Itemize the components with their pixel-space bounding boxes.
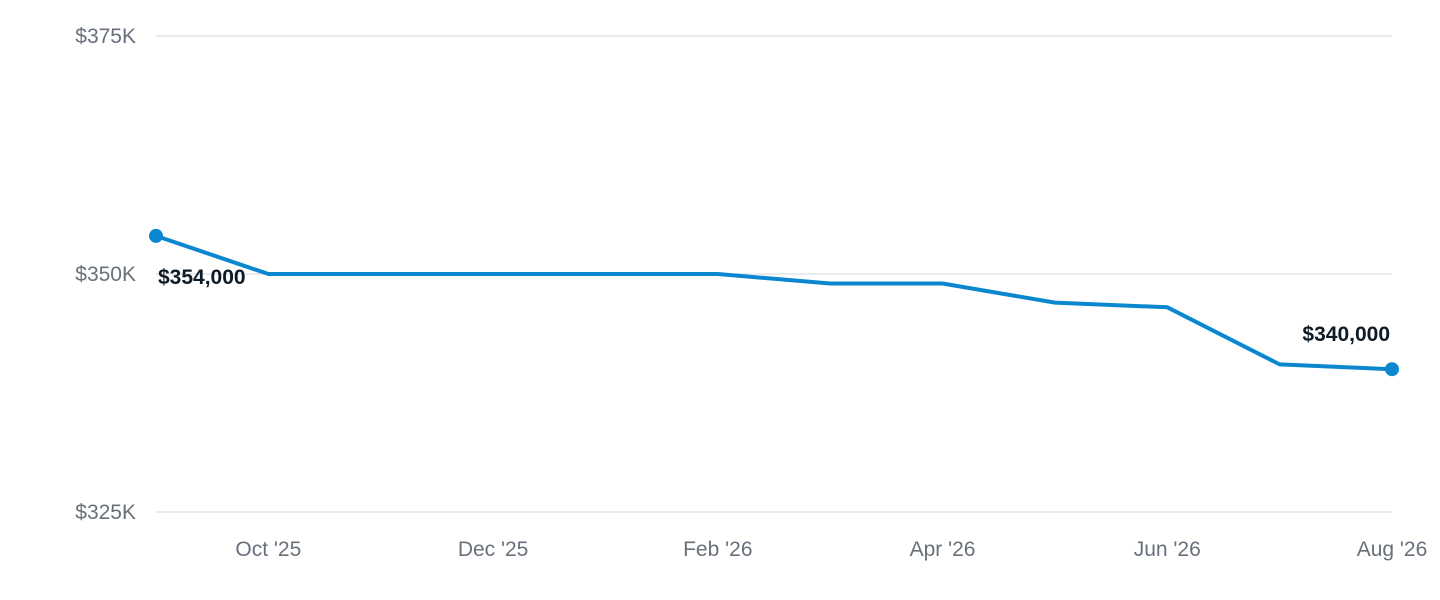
series-line [154, 233, 1394, 372]
x-tick-label: Dec '25 [458, 538, 529, 561]
start-point-marker [149, 228, 163, 243]
x-tick-label: Feb '26 [683, 538, 752, 561]
series-layer [149, 228, 1399, 377]
y-axis-ticks: $375K $350K $325K [75, 25, 136, 524]
y-tick-label: $350K [75, 263, 136, 286]
x-tick-label: Aug '26 [1357, 538, 1428, 561]
x-axis-ticks: Oct '25 Dec '25 Feb '26 Apr '26 Jun '26 Aug '… [235, 538, 1427, 561]
x-tick-label: Jun '26 [1134, 538, 1201, 561]
annotations: $354,000 $340,000 [158, 266, 1390, 346]
x-tick-label: Oct '25 [235, 538, 301, 561]
data-label: $340,000 [1302, 323, 1390, 346]
y-tick-label: $375K [75, 25, 136, 48]
data-label: $354,000 [158, 266, 246, 289]
y-tick-label: $325K [75, 501, 136, 524]
end-point-marker [1385, 362, 1399, 377]
x-tick-label: Apr '26 [910, 538, 976, 561]
